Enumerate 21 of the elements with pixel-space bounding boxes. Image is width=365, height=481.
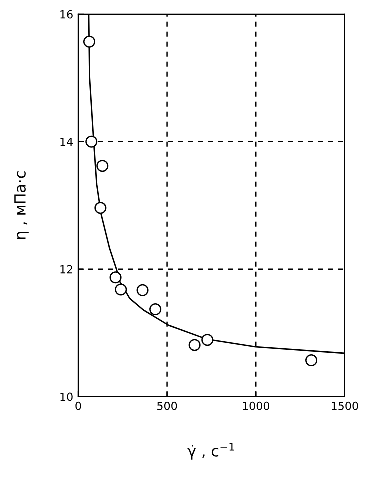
point [115, 284, 128, 296]
point [94, 202, 107, 214]
x-tick-label: 0 [76, 402, 82, 410]
point [136, 284, 149, 296]
point [150, 304, 162, 316]
x-tick-label: 1000 [243, 402, 270, 410]
point [96, 160, 109, 172]
x-axis-title: γ̇ , с$^{−1}$ [188, 442, 234, 460]
y-tick-label: 14 [60, 138, 73, 146]
x-tick-label: 1500 [332, 402, 358, 410]
point [86, 136, 98, 148]
point [83, 36, 96, 48]
point [202, 334, 214, 346]
y-tick-label: 10 [60, 392, 73, 402]
point [188, 339, 201, 352]
point [306, 354, 318, 366]
y-tick-label: 12 [60, 265, 72, 274]
x-tick-label: 500 [158, 402, 178, 410]
y-tick-label: 16 [60, 10, 73, 19]
y-axis-title: η , мПа·с [14, 172, 29, 240]
point [110, 272, 122, 284]
